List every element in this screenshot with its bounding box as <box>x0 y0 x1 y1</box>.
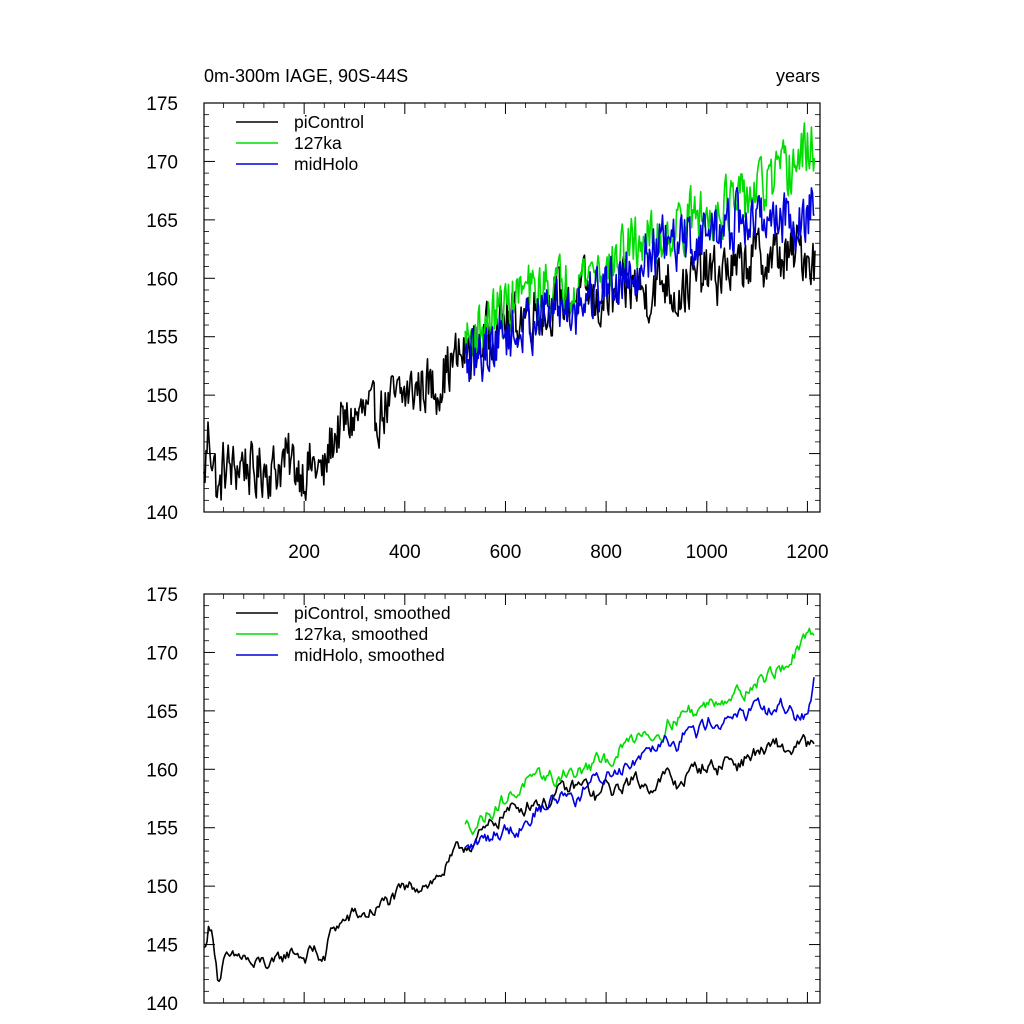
y-tick-label: 150 <box>146 877 178 898</box>
x-tick-label: 800 <box>590 542 622 563</box>
legend-label: 127ka <box>294 133 342 153</box>
series-line-midholo <box>464 677 815 850</box>
y-tick-label: 165 <box>146 211 178 232</box>
top-panel-frame <box>203 102 821 513</box>
y-tick-label: 165 <box>146 702 178 723</box>
legend-label: midHolo, smoothed <box>294 645 445 665</box>
legend-label: midHolo <box>294 154 358 174</box>
top-panel-ticks: 140 145 150 155 160 165 170 175 200 400 600 800 1000… <box>146 94 828 563</box>
y-tick-label: 160 <box>146 760 178 781</box>
x-tick-label: 600 <box>490 542 522 563</box>
y-tick-label: 140 <box>146 503 178 524</box>
legend-label: 127ka, smoothed <box>294 624 428 644</box>
y-tick-label: 160 <box>146 269 178 290</box>
top-panel-units-label: years <box>776 66 820 86</box>
y-tick-label: 170 <box>146 643 178 664</box>
series-line-127ka <box>464 122 816 363</box>
y-tick-label: 145 <box>146 445 178 466</box>
bottom-panel: 140 145 150 155 160 165 170 175 piControl, smoo… <box>146 585 821 1015</box>
y-tick-label: 175 <box>146 585 178 606</box>
bottom-panel-ticks: 140 145 150 155 160 165 170 175 <box>146 585 820 1015</box>
top-panel-series <box>203 122 816 502</box>
series-line-127ka <box>464 627 815 836</box>
x-tick-label: 1000 <box>686 542 728 563</box>
y-tick-label: 155 <box>146 328 178 349</box>
legend-label: piControl, smoothed <box>294 603 451 623</box>
y-tick-label: 140 <box>146 994 178 1015</box>
bottom-panel-series <box>203 627 815 983</box>
legend-label: piControl <box>294 112 364 132</box>
bottom-panel-frame <box>203 593 821 1004</box>
y-tick-label: 170 <box>146 152 178 173</box>
series-line-midholo <box>464 186 815 383</box>
x-tick-label: 400 <box>389 542 421 563</box>
top-panel: 0m-300m IAGE, 90S-44S years 140 145 150 155… <box>146 66 828 563</box>
y-tick-label: 175 <box>146 94 178 115</box>
y-tick-label: 150 <box>146 386 178 407</box>
series-line-picontrol <box>203 224 816 502</box>
x-tick-label: 1200 <box>786 542 828 563</box>
y-tick-label: 155 <box>146 819 178 840</box>
y-tick-label: 145 <box>146 936 178 957</box>
series-line-picontrol <box>203 733 815 983</box>
x-tick-label: 200 <box>288 542 320 563</box>
top-panel-title: 0m-300m IAGE, 90S-44S <box>204 66 408 86</box>
